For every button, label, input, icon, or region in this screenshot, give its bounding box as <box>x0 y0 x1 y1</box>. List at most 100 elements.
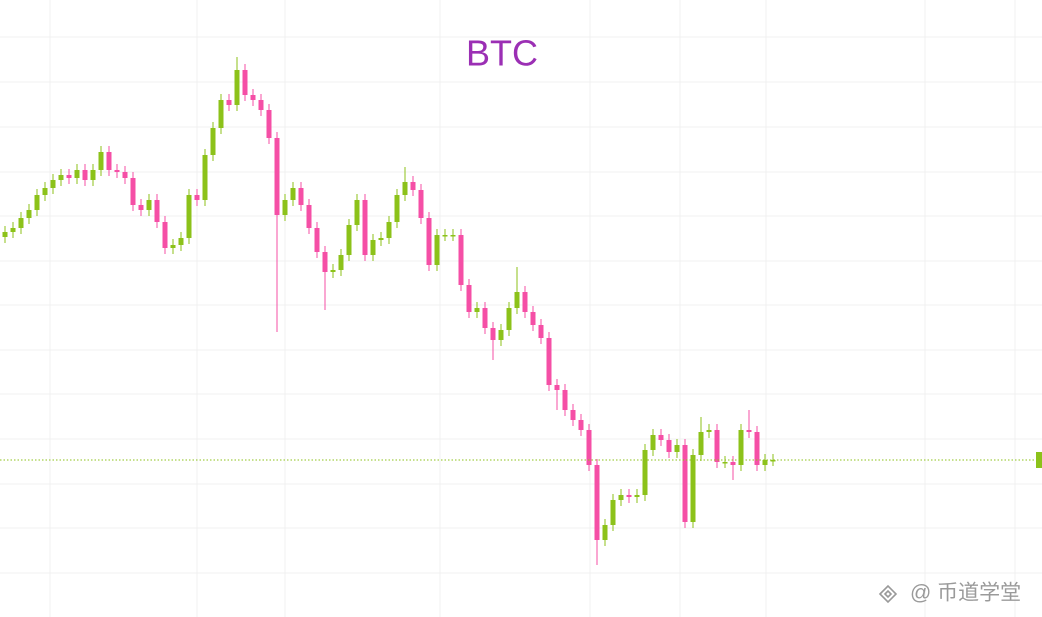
candle-body <box>514 292 520 308</box>
candle-body <box>634 495 640 497</box>
candle-body <box>674 445 680 452</box>
candle-body <box>10 228 16 232</box>
candle-body <box>722 462 728 464</box>
candle-body <box>242 70 248 95</box>
candle-body <box>498 330 504 340</box>
candle-body <box>50 180 56 188</box>
candle-body <box>642 450 648 495</box>
candle-body <box>418 190 424 218</box>
vertical-grid <box>49 0 1016 617</box>
candle-body <box>650 435 656 450</box>
candle-body <box>282 200 288 215</box>
candle-body <box>394 195 400 222</box>
candle-body <box>522 292 528 312</box>
candle-body <box>82 170 88 180</box>
last-price-marker <box>1036 452 1042 468</box>
candle-body <box>586 430 592 465</box>
candle-body <box>370 240 376 255</box>
watermark: @ 币道学堂 <box>910 582 1021 605</box>
candle-body <box>690 455 696 522</box>
candle-body <box>554 385 560 390</box>
candle-body <box>114 170 120 172</box>
candle-body <box>714 430 720 462</box>
candle-body <box>410 182 416 190</box>
candle-body <box>770 460 776 462</box>
candle-body <box>258 100 264 110</box>
candle-body <box>618 495 624 500</box>
candle-body <box>682 445 688 522</box>
candle-body <box>218 100 224 128</box>
candle-body <box>730 462 736 465</box>
horizontal-grid <box>0 36 1042 574</box>
candle-body <box>130 178 136 205</box>
candle-body <box>538 325 544 338</box>
candle-body <box>762 460 768 465</box>
candle-body <box>58 175 64 180</box>
candle-body <box>482 308 488 328</box>
candle-body <box>210 128 216 155</box>
candle-body <box>354 200 360 225</box>
candle-body <box>490 328 496 340</box>
candle-body <box>154 200 160 222</box>
candle-body <box>450 235 456 237</box>
candle-body <box>570 410 576 420</box>
watermark-icon <box>878 584 898 604</box>
candle-body <box>362 200 368 255</box>
candle-body <box>330 270 336 272</box>
candle-body <box>290 188 296 200</box>
candle-body <box>234 70 240 105</box>
candle-body <box>666 440 672 452</box>
candle-body <box>698 432 704 455</box>
candle-body <box>626 495 632 497</box>
candle-body <box>530 312 536 325</box>
candle-body <box>274 138 280 215</box>
candle-body <box>378 238 384 240</box>
candle-body <box>18 218 24 228</box>
candle-body <box>738 430 744 465</box>
candle-body <box>610 500 616 525</box>
candle-body <box>74 170 80 178</box>
candle-body <box>602 525 608 540</box>
candle-body <box>754 432 760 465</box>
candle-body <box>562 390 568 410</box>
candle-body <box>466 285 472 312</box>
candle-body <box>658 435 664 440</box>
candle-body <box>434 235 440 265</box>
candle-body <box>458 235 464 285</box>
candle-body <box>594 465 600 540</box>
candle-body <box>106 152 112 170</box>
candle-body <box>506 308 512 330</box>
candle-body <box>122 172 128 178</box>
chart-title: BTC <box>466 33 538 74</box>
candle-body <box>202 155 208 200</box>
candle-body <box>474 308 480 312</box>
candle-body <box>226 100 232 105</box>
candle-body <box>34 195 40 210</box>
candle-body <box>170 245 176 248</box>
candle-body <box>386 222 392 238</box>
candle-body <box>146 200 152 210</box>
candle-body <box>426 218 432 265</box>
candle-body <box>42 188 48 195</box>
candle-body <box>338 255 344 270</box>
candle-body <box>442 235 448 237</box>
candle-body <box>266 110 272 138</box>
candle-body <box>250 95 256 100</box>
candle-body <box>26 210 32 218</box>
candle-body <box>194 195 200 200</box>
candle-body <box>314 228 320 252</box>
candle-body <box>66 175 72 178</box>
candle-body <box>178 238 184 245</box>
candle-body <box>746 430 752 432</box>
candles <box>0 57 1042 565</box>
candle-body <box>90 170 96 180</box>
candle-body <box>2 232 8 237</box>
candle-body <box>402 182 408 195</box>
candle-body <box>98 152 104 170</box>
candle-body <box>162 222 168 248</box>
candle-body <box>546 338 552 385</box>
candle-body <box>306 205 312 228</box>
candle-body <box>322 252 328 272</box>
candle-body <box>346 225 352 255</box>
